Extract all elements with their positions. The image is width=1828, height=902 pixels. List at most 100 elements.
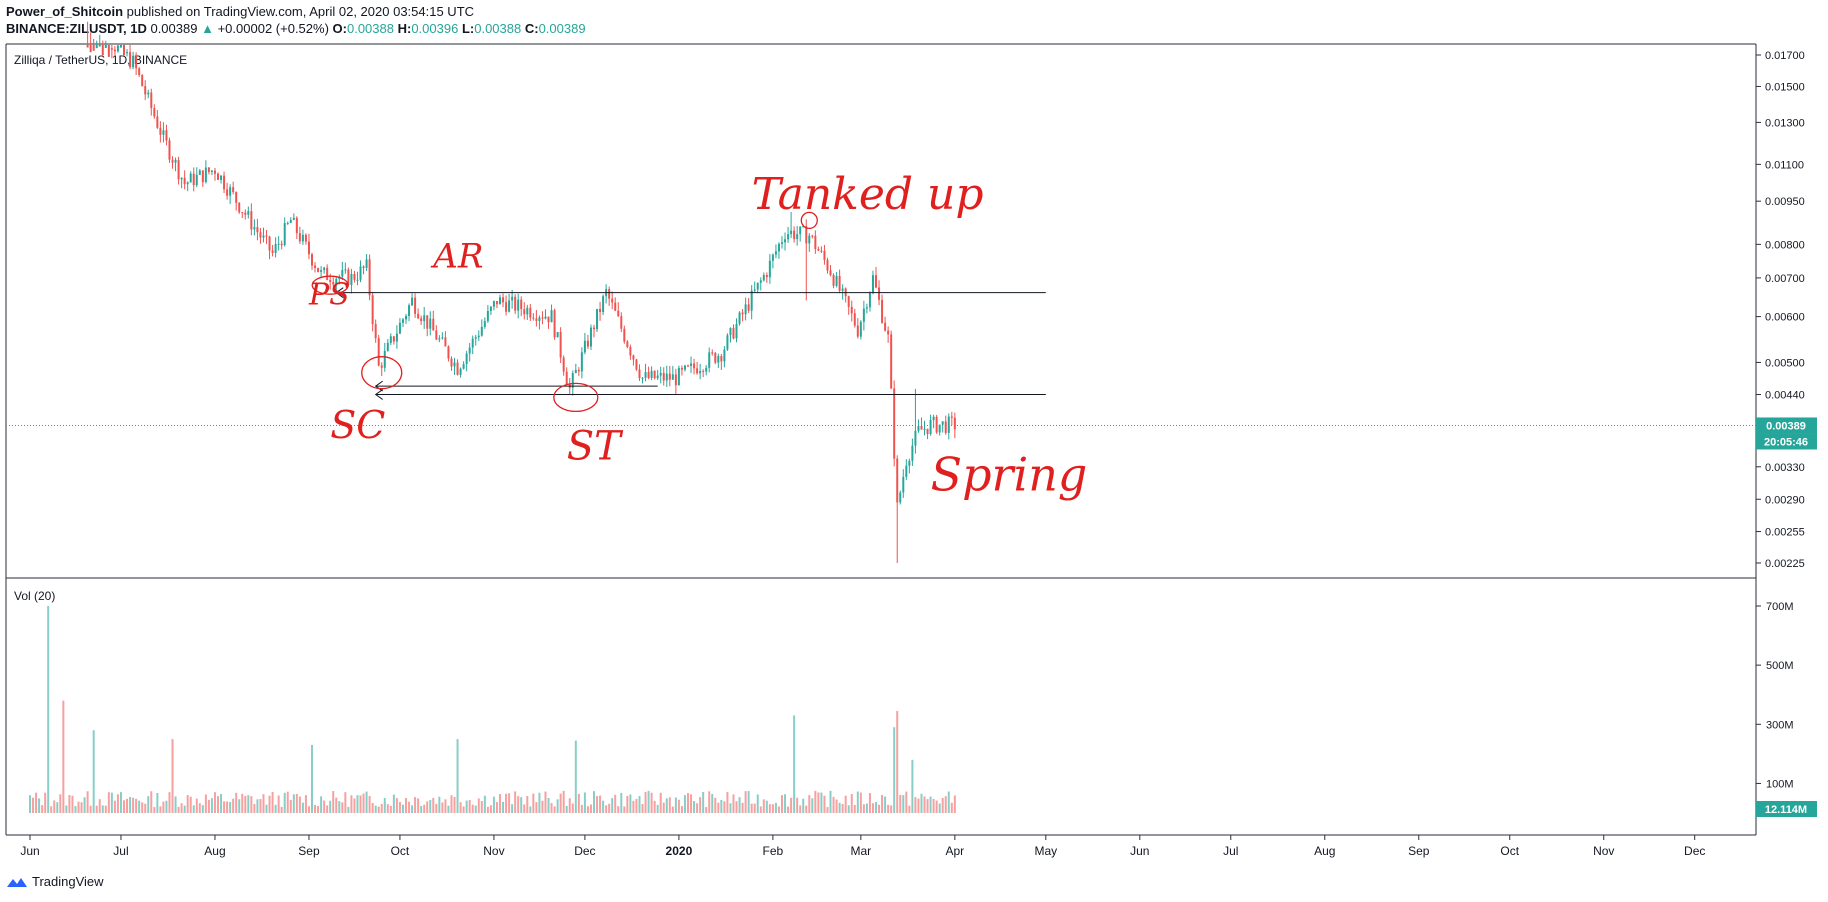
- volume-bar: [371, 803, 374, 813]
- volume-bar: [395, 798, 398, 813]
- candle-body: [195, 174, 198, 186]
- candle-body: [486, 311, 489, 322]
- volume-bar: [638, 796, 641, 813]
- candle-body: [341, 270, 344, 277]
- volume-bar: [268, 795, 271, 813]
- author[interactable]: Power_of_Shitcoin: [6, 4, 124, 19]
- candle-body: [926, 428, 929, 435]
- volume-bar: [808, 795, 811, 813]
- candle-body: [89, 45, 92, 53]
- candle-body: [198, 170, 201, 175]
- volume-bar: [235, 792, 238, 813]
- volume-bar: [453, 796, 456, 813]
- volume-bar: [429, 799, 432, 813]
- last-price-badge: [1756, 417, 1817, 434]
- candle-body: [477, 335, 480, 338]
- candle-body: [599, 308, 602, 312]
- volume-bar: [744, 791, 747, 813]
- candle-body: [502, 297, 505, 303]
- volume-bar: [720, 799, 723, 813]
- candle-body: [150, 92, 153, 109]
- candle-body: [865, 307, 868, 309]
- candle-body: [441, 337, 444, 339]
- time-tick-label: 2020: [666, 844, 693, 858]
- candle-body: [547, 316, 550, 323]
- candle-body: [110, 48, 113, 50]
- volume-bar: [392, 794, 395, 813]
- candle-body: [229, 187, 232, 196]
- footer: TradingView: [6, 874, 104, 889]
- time-tick-label: Jul: [113, 844, 128, 858]
- candle-body: [875, 275, 877, 288]
- candle-body: [659, 372, 662, 376]
- candle-body: [92, 45, 95, 51]
- price-tick-label: 0.00500: [1765, 357, 1805, 369]
- volume-bar: [119, 792, 122, 813]
- volume-bar: [141, 802, 144, 813]
- volume-bar: [887, 804, 890, 813]
- volume-bar: [568, 798, 571, 813]
- candle-body: [917, 426, 920, 431]
- low-label: L:: [461, 21, 475, 36]
- volume-bar: [523, 804, 526, 813]
- candle-body: [771, 254, 774, 261]
- candle-body: [680, 367, 683, 370]
- symbol[interactable]: BINANCE:ZILUSDT, 1D: [6, 21, 147, 36]
- volume-bar: [677, 799, 680, 813]
- candle-body: [562, 357, 565, 372]
- candle-body: [580, 352, 583, 372]
- candle-body: [832, 275, 835, 286]
- candle-body: [347, 269, 350, 285]
- volume-bar: [295, 793, 298, 813]
- candle-body: [301, 234, 304, 242]
- volume-bar: [823, 795, 826, 813]
- annotation-label: SC: [330, 403, 385, 447]
- volume-bar: [532, 793, 535, 813]
- volume-bar: [553, 806, 556, 813]
- candle-body: [138, 68, 141, 75]
- volume-bar: [820, 792, 823, 813]
- volume-bar: [83, 797, 86, 813]
- candle-body: [283, 223, 286, 246]
- volume-bar: [253, 804, 256, 813]
- candle-body: [432, 318, 435, 331]
- volume-bar: [210, 798, 213, 813]
- volume-bar: [153, 806, 156, 813]
- volume-bar: [332, 791, 335, 813]
- candle-body: [723, 349, 726, 362]
- volume-bar: [335, 797, 338, 813]
- price-tick-label: 0.00700: [1765, 273, 1805, 285]
- volume-bar: [444, 799, 447, 813]
- candle-body: [362, 266, 365, 268]
- volume-bar: [865, 803, 868, 813]
- volume-bar: [383, 798, 386, 813]
- candle-body: [744, 304, 747, 315]
- candle-body: [668, 373, 671, 380]
- chart[interactable]: Zilliqa / TetherUS, 1D, BINANCE 0.01700 0.…: [0, 0, 1828, 870]
- volume-bar: [250, 796, 253, 813]
- tradingview-logo-icon: [7, 877, 27, 887]
- annotation-circle: [553, 382, 599, 413]
- price-tick-label: 0.00255: [1765, 527, 1805, 539]
- volume-bar: [884, 796, 887, 813]
- volume-bar: [768, 804, 771, 813]
- volume-bar: [59, 794, 62, 813]
- candle-body: [235, 192, 238, 203]
- volume-bar: [326, 805, 329, 813]
- volume-bar: [520, 797, 523, 813]
- volume-bar: [544, 791, 547, 813]
- candle-body: [817, 249, 820, 251]
- volume-bar: [674, 797, 677, 813]
- candle-body: [471, 338, 474, 348]
- candle-body: [101, 45, 104, 56]
- volume-bar: [113, 800, 116, 813]
- volume-bar: [620, 792, 623, 813]
- candle-body: [674, 374, 677, 386]
- candle-body: [629, 346, 632, 356]
- candle-body: [632, 355, 635, 360]
- candle-body: [690, 363, 693, 366]
- brand-label[interactable]: TradingView: [32, 874, 104, 889]
- volume-bar: [435, 803, 438, 813]
- candle-body: [790, 230, 793, 235]
- candle-body: [332, 282, 335, 285]
